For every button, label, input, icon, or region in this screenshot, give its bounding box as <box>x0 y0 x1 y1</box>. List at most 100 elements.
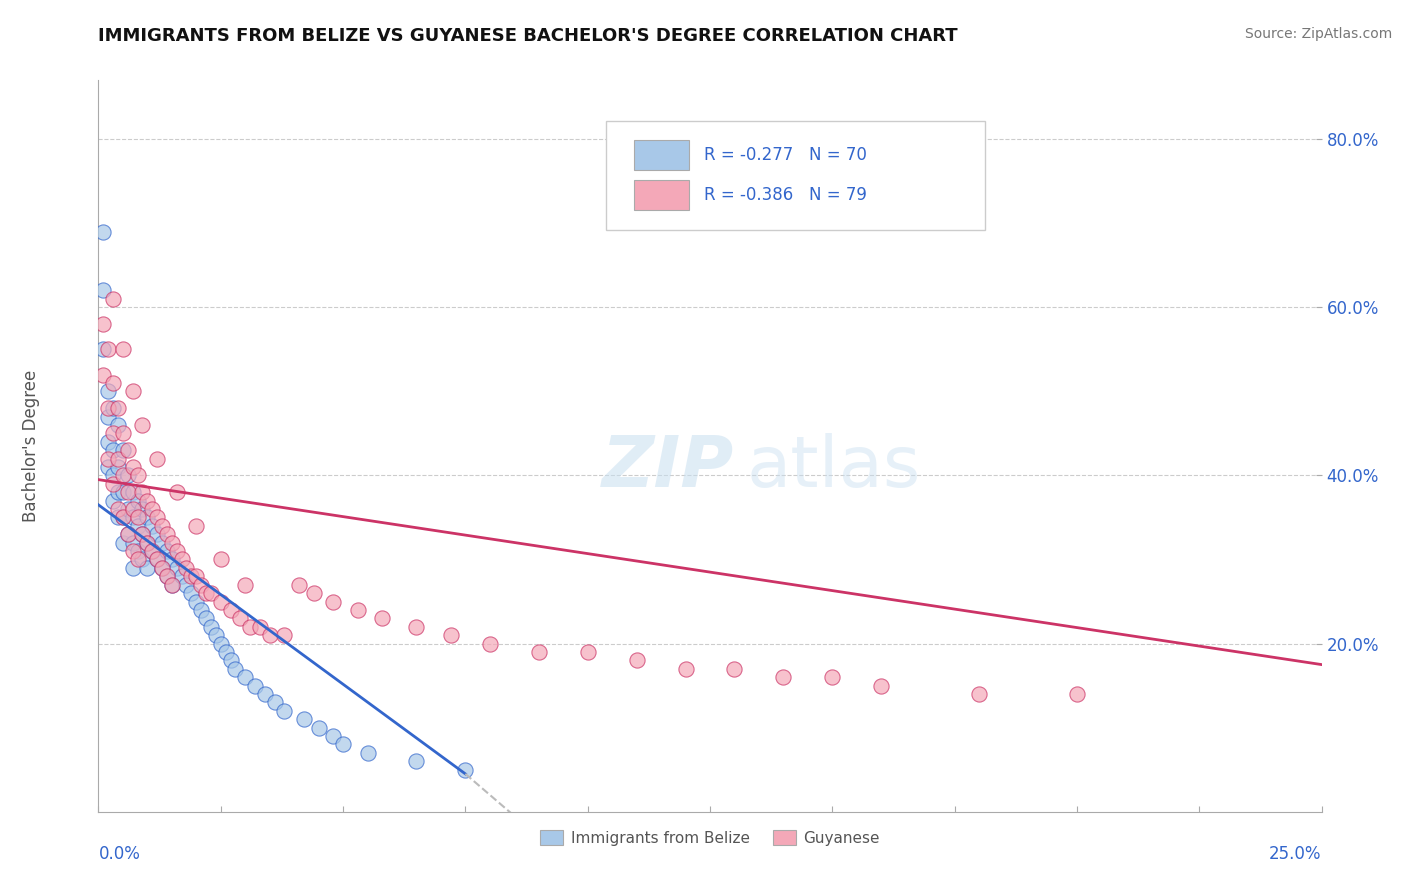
Point <box>186 519 208 533</box>
Point <box>91 368 114 382</box>
Point <box>821 670 844 684</box>
Point <box>107 417 129 432</box>
Point <box>107 510 129 524</box>
Text: R = -0.277   N = 70: R = -0.277 N = 70 <box>704 146 866 164</box>
Point <box>101 401 124 416</box>
Point <box>97 409 120 424</box>
Point <box>131 502 153 516</box>
Point <box>121 561 143 575</box>
Point <box>117 502 139 516</box>
Point <box>111 510 134 524</box>
Point <box>150 561 173 575</box>
Point <box>91 317 114 331</box>
Point <box>170 569 193 583</box>
Point <box>292 712 315 726</box>
Point <box>131 552 153 566</box>
Bar <box>634 139 689 170</box>
Point <box>121 485 143 500</box>
Point <box>111 468 134 483</box>
Point <box>209 636 232 650</box>
Point <box>101 443 124 458</box>
Point <box>176 561 198 575</box>
Text: 0.0%: 0.0% <box>98 845 141 863</box>
Point <box>121 544 143 558</box>
Point <box>166 485 188 500</box>
Point <box>156 527 179 541</box>
Point <box>111 485 134 500</box>
Point <box>214 645 236 659</box>
Legend: Immigrants from Belize, Guyanese: Immigrants from Belize, Guyanese <box>534 823 886 852</box>
Point <box>160 535 183 549</box>
Point <box>263 695 285 709</box>
Point <box>209 552 232 566</box>
Point <box>97 343 120 357</box>
Point <box>107 460 129 475</box>
Point <box>131 485 153 500</box>
Point <box>97 460 120 475</box>
Point <box>166 544 188 558</box>
Point <box>160 552 183 566</box>
Point <box>146 552 169 566</box>
Point <box>146 451 169 466</box>
Text: 25.0%: 25.0% <box>1270 845 1322 863</box>
Point <box>117 468 139 483</box>
Point <box>209 594 232 608</box>
Text: R = -0.386   N = 79: R = -0.386 N = 79 <box>704 186 866 204</box>
Point <box>107 451 129 466</box>
Point <box>205 628 228 642</box>
Point <box>870 679 893 693</box>
Point <box>195 611 218 625</box>
Point <box>127 544 149 558</box>
Point <box>190 578 212 592</box>
Point <box>1066 687 1088 701</box>
Point <box>273 704 295 718</box>
Point <box>527 645 550 659</box>
Point <box>111 426 134 441</box>
Point <box>121 535 143 549</box>
Bar <box>634 180 689 211</box>
Text: IMMIGRANTS FROM BELIZE VS GUYANESE BACHELOR'S DEGREE CORRELATION CHART: IMMIGRANTS FROM BELIZE VS GUYANESE BACHE… <box>98 27 957 45</box>
Point <box>136 561 159 575</box>
Point <box>253 687 276 701</box>
Point <box>127 468 149 483</box>
Point <box>97 434 120 449</box>
Point <box>101 493 124 508</box>
Point <box>156 569 179 583</box>
Point <box>219 653 242 667</box>
Point <box>356 746 378 760</box>
Point <box>346 603 368 617</box>
Point <box>146 510 169 524</box>
Point <box>131 527 153 541</box>
Point <box>91 284 114 298</box>
Point <box>91 225 114 239</box>
Point <box>288 578 311 592</box>
Point <box>259 628 281 642</box>
Point <box>170 552 193 566</box>
Point <box>146 527 169 541</box>
Point <box>101 468 124 483</box>
Point <box>405 754 427 768</box>
Point <box>176 578 198 592</box>
Point <box>308 721 330 735</box>
Point <box>180 569 202 583</box>
Point <box>107 502 129 516</box>
Point <box>302 586 325 600</box>
Point <box>146 552 169 566</box>
Point <box>136 510 159 524</box>
Point <box>136 535 159 549</box>
Point <box>101 376 124 390</box>
Point <box>117 527 139 541</box>
Point <box>772 670 794 684</box>
Point <box>131 527 153 541</box>
Point <box>190 603 212 617</box>
Point <box>127 493 149 508</box>
Point <box>127 519 149 533</box>
Point <box>107 485 129 500</box>
Point <box>136 535 159 549</box>
Point <box>160 578 183 592</box>
Text: ZIP: ZIP <box>602 434 734 502</box>
Text: atlas: atlas <box>747 434 921 502</box>
Point <box>186 594 208 608</box>
Point <box>273 628 295 642</box>
Point <box>141 519 163 533</box>
